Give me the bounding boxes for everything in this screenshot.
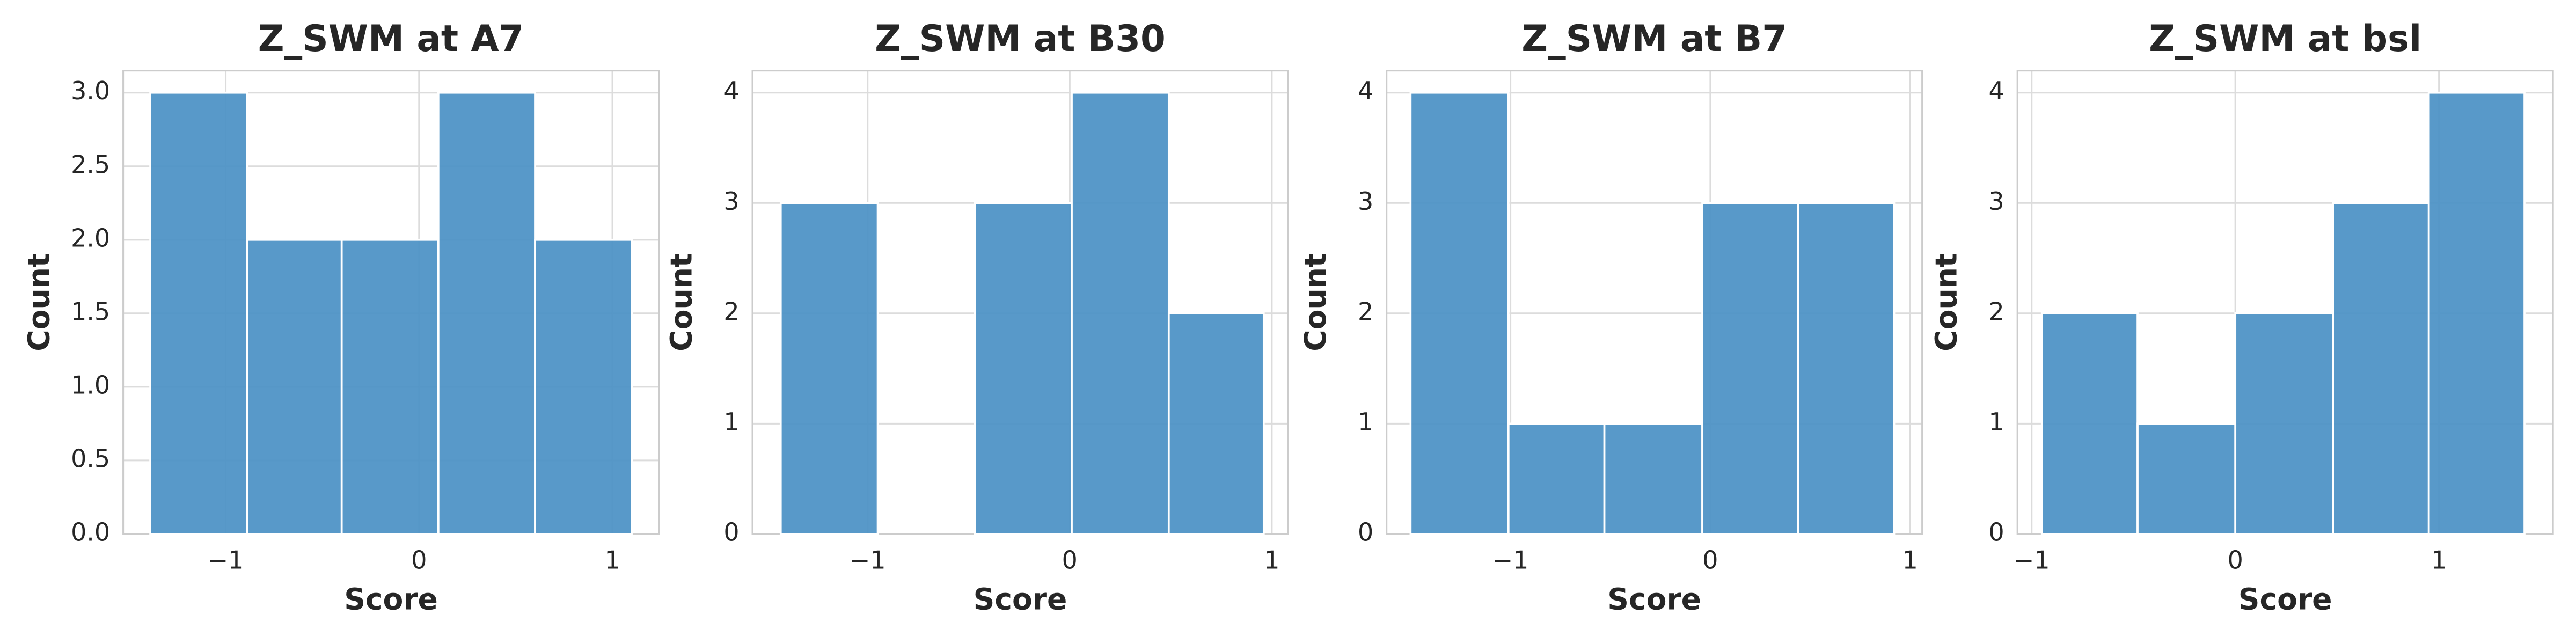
x-tick-label: 0 [1062, 545, 1078, 574]
y-tick-label: 1.0 [71, 370, 110, 399]
y-axis-label: Count [1298, 253, 1333, 352]
bar [1409, 91, 1510, 535]
x-tick-label: −1 [850, 545, 886, 574]
bar [1507, 422, 1606, 535]
x-tick-label: 0 [2228, 545, 2243, 574]
y-tick-label: 3.0 [71, 76, 110, 105]
chart-title: Z_SWM at A7 [258, 17, 524, 60]
bar [1071, 91, 1170, 535]
x-tick-label: −1 [1492, 545, 1529, 574]
bar [437, 91, 536, 535]
x-axis-label: Score [344, 582, 438, 617]
bar [534, 238, 633, 535]
bar [149, 91, 248, 535]
y-tick-label: 0.0 [71, 517, 110, 546]
y-tick-label: 0.5 [71, 444, 110, 473]
bar [1167, 312, 1265, 535]
y-tick-label: 4 [1358, 76, 1373, 105]
x-tick-label: 0 [1702, 545, 1718, 574]
x-axis-label: Score [2238, 582, 2332, 617]
bar [2427, 91, 2526, 535]
x-tick-label: 1 [1902, 545, 1918, 574]
x-tick-label: 1 [604, 545, 620, 574]
bar [2234, 312, 2334, 535]
y-axis-label: Count [664, 253, 699, 352]
x-tick-label: 1 [2431, 545, 2447, 574]
y-tick-label: 1.5 [71, 297, 110, 326]
x-tick-label: 1 [1264, 545, 1279, 574]
bar [1603, 422, 1703, 535]
y-tick-label: 3 [1988, 187, 2004, 216]
y-tick-label: 0 [723, 517, 739, 546]
y-axis-label: Count [1929, 253, 1964, 352]
y-tick-label: 0 [1988, 517, 2004, 546]
y-tick-label: 2.5 [71, 150, 110, 179]
bar [2136, 422, 2237, 535]
y-tick-label: 2 [723, 297, 739, 326]
bar [779, 202, 879, 535]
y-axis-label: Count [22, 253, 56, 352]
chart-title: Z_SWM at bsl [2149, 17, 2421, 60]
y-tick-label: 3 [723, 187, 739, 216]
y-tick-label: 0 [1358, 517, 1373, 546]
x-axis-label: Score [974, 582, 1067, 617]
bar [2332, 202, 2430, 535]
bar [1701, 202, 1799, 535]
y-tick-label: 2 [1988, 297, 2004, 326]
y-tick-label: 3 [1358, 187, 1373, 216]
y-tick-label: 1 [1988, 407, 2004, 436]
x-axis-label: Score [1607, 582, 1701, 617]
x-tick-label: 0 [411, 545, 427, 574]
y-tick-label: 2.0 [71, 223, 110, 252]
x-tick-label: −1 [208, 545, 244, 574]
y-tick-label: 2 [1358, 297, 1373, 326]
y-tick-label: 4 [723, 76, 739, 105]
y-tick-label: 1 [1358, 407, 1373, 436]
y-tick-label: 1 [723, 407, 739, 436]
y-tick-label: 4 [1988, 76, 2004, 105]
bar [974, 202, 1073, 535]
chart-title: Z_SWM at B30 [875, 17, 1166, 60]
bar [1797, 202, 1896, 535]
chart-title: Z_SWM at B7 [1521, 17, 1787, 60]
x-tick-label: −1 [2014, 545, 2050, 574]
bar [340, 238, 440, 535]
bar [246, 238, 343, 535]
bar [2040, 312, 2139, 535]
